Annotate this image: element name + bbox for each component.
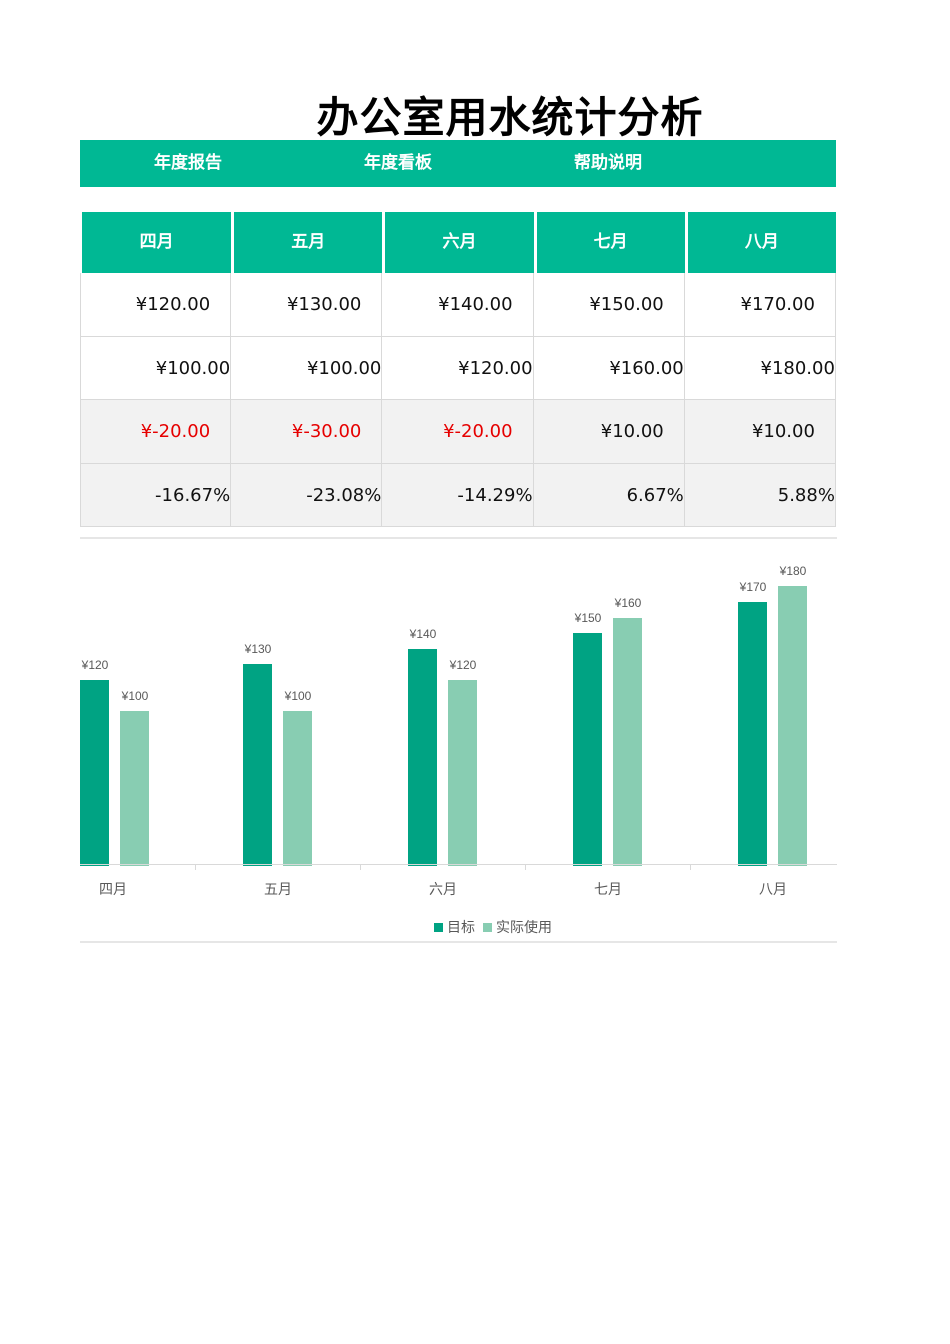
data-label: ¥120 [449,658,477,672]
x-axis-label: 八月 [759,882,787,898]
legend-swatch-icon [434,922,443,932]
monthly-table: 四月 五月 六月 七月 八月 ¥120.00 ¥130.00 ¥140.00 ¥… [80,212,836,527]
x-axis-label: 六月 [429,882,457,898]
nav-help[interactable]: 帮助说明 [574,153,642,173]
legend-item-actual[interactable]: 实际使用 [483,917,552,937]
x-axis-label: 七月 [594,882,622,898]
table-cell[interactable]: 5.88% [684,464,836,527]
x-axis-tick [195,864,196,870]
bar-actual[interactable] [613,618,642,866]
header-cell: 四月 [80,212,232,273]
header-cell: 七月 [533,212,685,273]
header-cell: 六月 [382,212,534,273]
nav-annual-dashboard[interactable]: 年度看板 [364,153,432,173]
table-cell[interactable]: ¥120.00 [382,337,534,400]
data-label: ¥160 [614,596,642,610]
data-label: ¥140 [409,627,437,641]
x-axis-label: 四月 [99,882,127,898]
bar-actual[interactable] [778,586,807,866]
table-cell[interactable]: ¥140.00 [382,273,534,337]
x-axis-tick [360,864,361,870]
table-row-difference: ¥-20.00 ¥-30.00 ¥-20.00 ¥10.00 ¥10.00 [80,400,836,464]
table-cell[interactable]: ¥10.00 [684,400,836,464]
data-label: ¥100 [284,689,312,703]
header-cell: 八月 [684,212,836,273]
table-cell[interactable]: ¥120.00 [80,273,232,337]
legend-label: 目标 [447,920,475,936]
nav-annual-report[interactable]: 年度报告 [154,153,222,173]
bar-target[interactable] [738,602,767,866]
table-cell[interactable]: -14.29% [382,464,534,527]
table-cell[interactable]: ¥160.00 [533,337,685,400]
table-cell[interactable]: ¥-20.00 [80,400,232,464]
bar-target[interactable] [243,664,272,866]
page-title: 办公室用水统计分析 [316,93,704,142]
chart-legend: 目标 实际使用 [434,917,560,937]
bar-actual[interactable] [120,711,149,866]
data-label: ¥130 [244,642,272,656]
table-header-row: 四月 五月 六月 七月 八月 [80,212,836,273]
table-cell[interactable]: ¥10.00 [533,400,685,464]
bar-chart[interactable]: ¥120 ¥130 ¥140 ¥150 ¥170 ¥100 ¥100 ¥120 ¥160 ¥180… [80,537,837,943]
table-cell[interactable]: ¥100.00 [80,337,232,400]
x-axis [80,864,837,865]
bar-target[interactable] [573,633,602,866]
data-label: ¥120 [81,658,109,672]
table-cell[interactable]: -23.08% [231,464,383,527]
bar-target[interactable] [408,649,437,866]
table-cell[interactable]: ¥180.00 [684,337,836,400]
x-axis-label: 五月 [264,882,292,898]
header-cell: 五月 [231,212,383,273]
table-cell[interactable]: ¥100.00 [231,337,383,400]
legend-label: 实际使用 [496,920,552,936]
table-cell[interactable]: ¥-20.00 [382,400,534,464]
bar-actual[interactable] [283,711,312,866]
nav-bar: 年度报告 年度看板 帮助说明 [80,140,836,187]
table-cell[interactable]: ¥150.00 [533,273,685,337]
legend-item-target[interactable]: 目标 [434,917,475,937]
data-label: ¥170 [739,580,767,594]
legend-swatch-icon [483,922,492,932]
table-cell[interactable]: ¥170.00 [684,273,836,337]
data-label: ¥180 [779,564,807,578]
data-label: ¥100 [121,689,149,703]
bar-actual[interactable] [448,680,477,866]
x-axis-tick [525,864,526,870]
table-row-percent: -16.67% -23.08% -14.29% 6.67% 5.88% [80,464,836,527]
data-label: ¥150 [574,611,602,625]
table-cell[interactable]: ¥130.00 [231,273,383,337]
table-row-actual: ¥100.00 ¥100.00 ¥120.00 ¥160.00 ¥180.00 [80,337,836,400]
table-cell[interactable]: 6.67% [533,464,685,527]
bar-target[interactable] [80,680,109,866]
table-row-target: ¥120.00 ¥130.00 ¥140.00 ¥150.00 ¥170.00 [80,273,836,337]
x-axis-tick [690,864,691,870]
table-cell[interactable]: ¥-30.00 [231,400,383,464]
table-cell[interactable]: -16.67% [80,464,232,527]
